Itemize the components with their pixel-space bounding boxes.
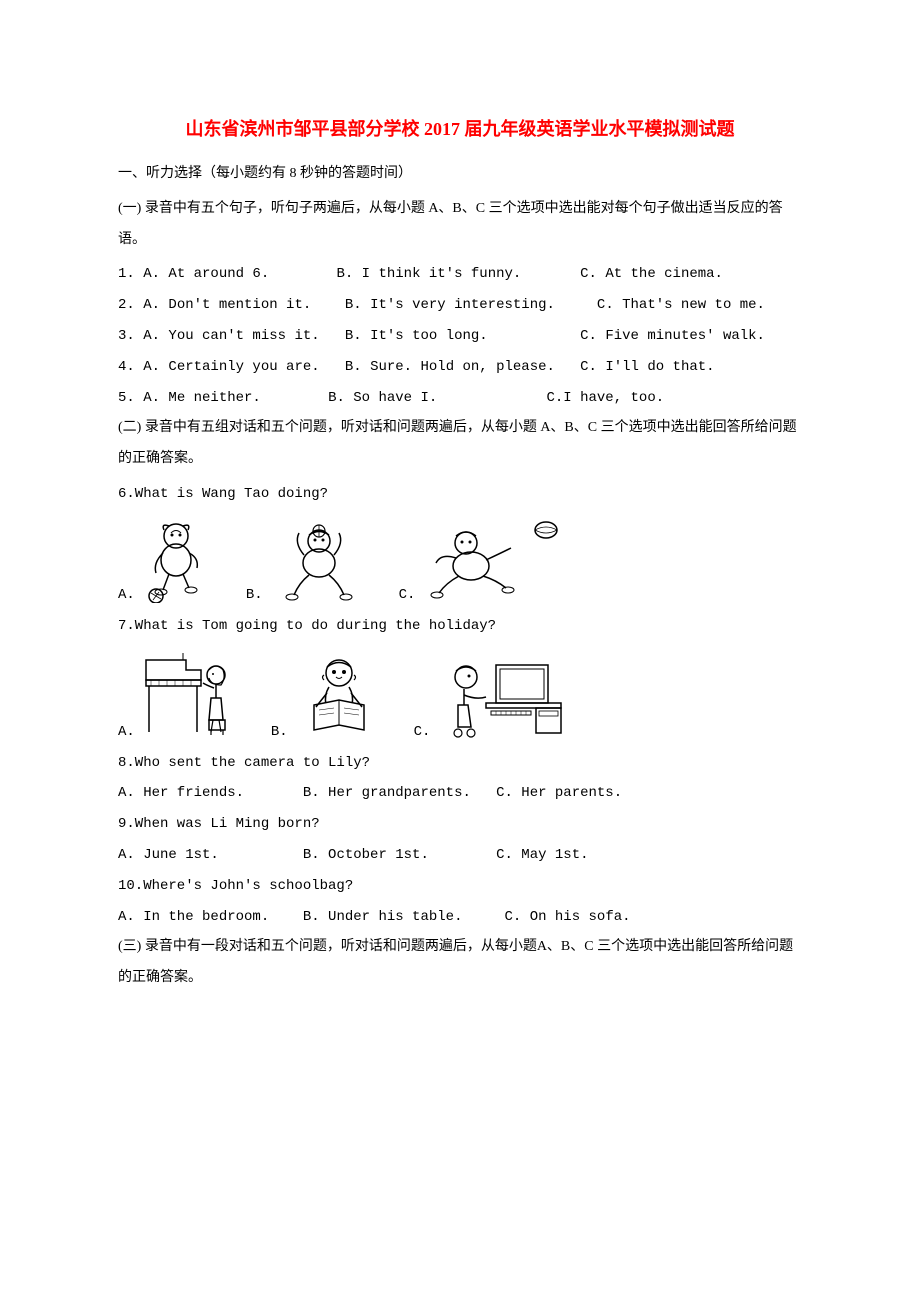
document-title: 山东省滨州市邹平县部分学校 2017 届九年级英语学业水平模拟测试题 [118, 115, 802, 141]
q5-c: C.I have, too. [547, 390, 665, 406]
q5-num: 5. [118, 390, 135, 406]
q5-b: B. So have I. [328, 390, 437, 406]
question-9-options: A. June 1st. B. October 1st. C. May 1st. [118, 840, 802, 871]
question-8-text: 8.Who sent the camera to Lily? [118, 748, 802, 779]
q3-c: C. Five minutes' walk. [580, 328, 765, 344]
question-3: 3. A. You can't miss it. B. It's too lon… [118, 321, 802, 352]
q6-c-label: C. [399, 587, 416, 603]
q6-option-c: C. [399, 518, 572, 603]
question-7-text: 7.What is Tom going to do during the hol… [118, 611, 802, 642]
section1-header: 一、听力选择（每小题约有 8 秒钟的答题时间） [118, 159, 802, 190]
q10-b: B. Under his table. [303, 909, 463, 925]
q1-c: C. At the cinema. [580, 266, 723, 282]
question-6-images: A. B. [118, 518, 802, 603]
question-4: 4. A. Certainly you are. B. Sure. Hold o… [118, 352, 802, 383]
girl-piano-icon [141, 650, 241, 740]
q8-c: C. Her parents. [496, 785, 622, 801]
q6-b-label: B. [246, 587, 263, 603]
q6-a-label: A. [118, 587, 135, 603]
q7-b-label: B. [271, 724, 288, 740]
question-8-options: A. Her friends. B. Her grandparents. C. … [118, 778, 802, 809]
question-6-text: 6.What is Wang Tao doing? [118, 479, 802, 510]
q9-a: A. June 1st. [118, 847, 219, 863]
question-1: 1. A. At around 6. B. I think it's funny… [118, 259, 802, 290]
q2-num: 2. [118, 297, 135, 313]
q5-a: A. Me neither. [143, 390, 261, 406]
boy-volleyball-icon [421, 518, 571, 603]
boy-reading-icon [294, 655, 384, 740]
boy-basketball-icon [269, 523, 369, 603]
question-7-images: A. [118, 650, 802, 740]
question-5: 5. A. Me neither. B. So have I. C.I have… [118, 383, 802, 414]
part3-instruction: (三) 录音中有一段对话和五个问题，听对话和问题两遍后，从每小题A、B、C 三个… [118, 932, 802, 994]
q3-a: A. You can't miss it. [143, 328, 319, 344]
q1-a: A. At around 6. [143, 266, 269, 282]
q10-c: C. On his sofa. [505, 909, 631, 925]
q3-b: B. It's too long. [345, 328, 488, 344]
q8-b: B. Her grandparents. [303, 785, 471, 801]
q7-option-b: B. [271, 655, 384, 740]
q8-a: A. Her friends. [118, 785, 244, 801]
q7-option-c: C. [414, 655, 572, 740]
boy-soccer-icon [141, 518, 216, 603]
boy-computer-icon [436, 655, 571, 740]
q4-b: B. Sure. Hold on, please. [345, 359, 555, 375]
q7-c-label: C. [414, 724, 431, 740]
question-9-text: 9.When was Li Ming born? [118, 809, 802, 840]
q3-num: 3. [118, 328, 135, 344]
q1-b: B. I think it's funny. [336, 266, 521, 282]
part1-instruction: (一) 录音中有五个句子，听句子两遍后，从每小题 A、B、C 三个选项中选出能对… [118, 194, 802, 256]
q4-c: C. I'll do that. [580, 359, 714, 375]
q4-a: A. Certainly you are. [143, 359, 319, 375]
q7-option-a: A. [118, 650, 241, 740]
q2-b: B. It's very interesting. [345, 297, 555, 313]
q4-num: 4. [118, 359, 135, 375]
q7-a-label: A. [118, 724, 135, 740]
q9-b: B. October 1st. [303, 847, 429, 863]
q6-option-b: B. [246, 523, 369, 603]
q2-a: A. Don't mention it. [143, 297, 311, 313]
q2-c: C. That's new to me. [597, 297, 765, 313]
q1-num: 1. [118, 266, 135, 282]
q6-option-a: A. [118, 518, 216, 603]
q9-c: C. May 1st. [496, 847, 588, 863]
question-10-text: 10.Where's John's schoolbag? [118, 871, 802, 902]
question-10-options: A. In the bedroom. B. Under his table. C… [118, 902, 802, 933]
q10-a: A. In the bedroom. [118, 909, 269, 925]
part2-instruction: (二) 录音中有五组对话和五个问题，听对话和问题两遍后，从每小题 A、B、C 三… [118, 413, 802, 475]
question-2: 2. A. Don't mention it. B. It's very int… [118, 290, 802, 321]
